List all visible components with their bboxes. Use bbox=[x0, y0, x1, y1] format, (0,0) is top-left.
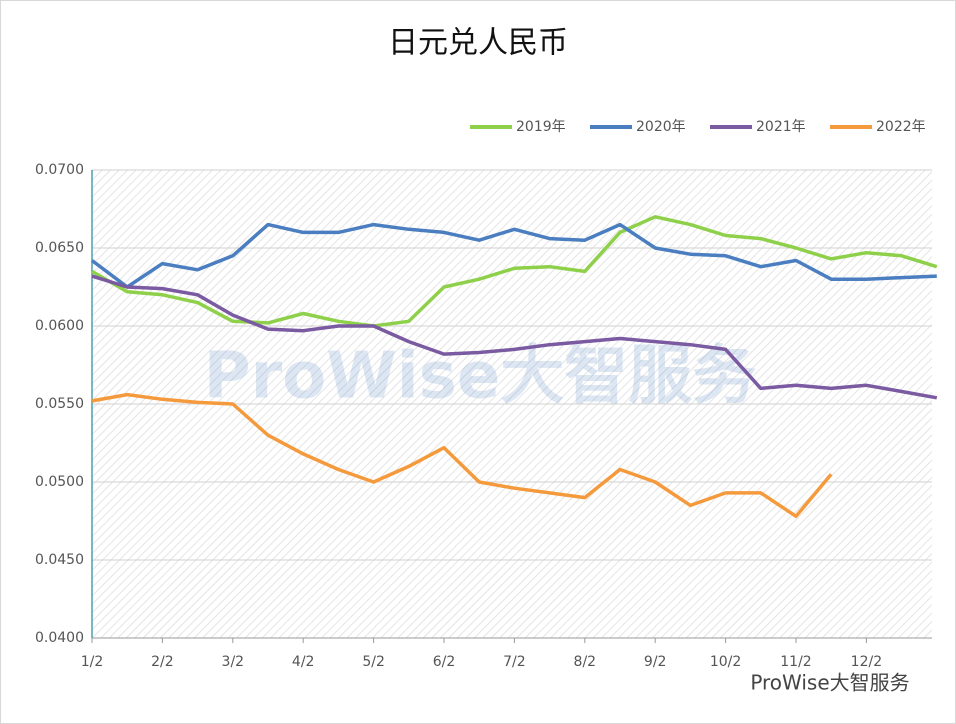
x-tick-label: 11/2 bbox=[780, 654, 811, 670]
series-line bbox=[91, 392, 833, 519]
x-tick-label: 4/2 bbox=[292, 654, 315, 670]
x-tick-label: 5/2 bbox=[362, 654, 385, 670]
y-tick-label: 0.0600 bbox=[35, 318, 84, 334]
legend-label: 2019年 bbox=[516, 119, 566, 135]
x-tick-label: 1/2 bbox=[81, 654, 104, 670]
x-tick-label: 10/2 bbox=[710, 654, 741, 670]
legend-label: 2021年 bbox=[756, 119, 806, 135]
series-line bbox=[90, 222, 937, 289]
chart-title: 日元兑人民币 bbox=[388, 26, 568, 61]
x-tick-label: 12/2 bbox=[851, 654, 882, 670]
legend-label: 2020年 bbox=[636, 119, 686, 135]
y-tick-label: 0.0550 bbox=[35, 396, 84, 412]
watermark-label: ProWise大智服务 bbox=[750, 671, 909, 695]
x-tick-label: 2/2 bbox=[151, 654, 174, 670]
y-tick-label: 0.0700 bbox=[35, 162, 84, 178]
y-tick-label: 0.0400 bbox=[35, 630, 84, 646]
x-tick-label: 6/2 bbox=[433, 654, 456, 670]
y-tick-label: 0.0650 bbox=[35, 240, 84, 256]
series-line bbox=[91, 215, 938, 328]
y-tick-label: 0.0450 bbox=[35, 552, 84, 568]
x-tick-label: 3/2 bbox=[222, 654, 245, 670]
series-layer: 0.0400 0.0450 0.0500 0.0550 0.0600 0.0650 0.07… bbox=[35, 119, 938, 670]
legend-label: 2022年 bbox=[876, 119, 926, 135]
x-tick-label: 7/2 bbox=[503, 654, 526, 670]
series-line bbox=[91, 274, 938, 400]
y-tick-label: 0.0500 bbox=[35, 474, 84, 490]
x-tick-label: 9/2 bbox=[644, 654, 667, 670]
x-tick-label: 8/2 bbox=[574, 654, 597, 670]
